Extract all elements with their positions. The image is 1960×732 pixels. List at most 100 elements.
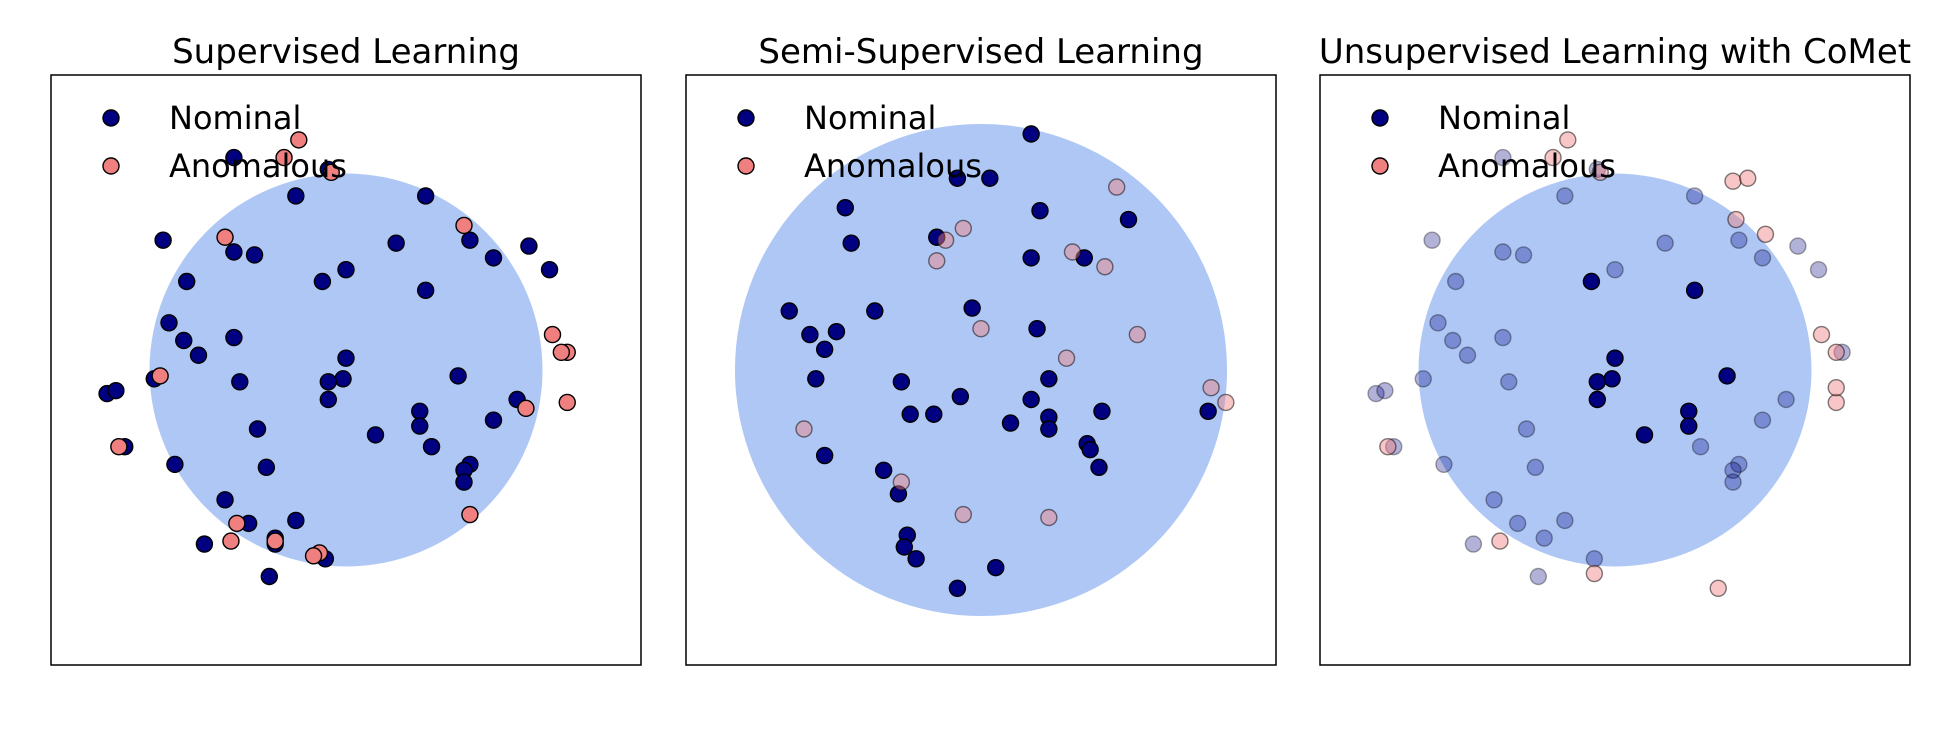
point-nominal-faded bbox=[1691, 438, 1710, 456]
point-nominal bbox=[484, 411, 503, 429]
point-nominal-faded bbox=[1789, 237, 1807, 255]
point-nominal bbox=[107, 381, 125, 400]
point-nominal bbox=[287, 511, 305, 530]
point-nominal-faded bbox=[1777, 390, 1795, 409]
point-nominal bbox=[449, 367, 467, 385]
point-nominal bbox=[815, 340, 834, 359]
point-anomalous bbox=[110, 438, 128, 456]
point-anomalous bbox=[1709, 579, 1727, 597]
point-nominal-faded bbox=[1588, 160, 1607, 179]
point-nominal bbox=[895, 538, 913, 556]
point-nominal bbox=[801, 325, 819, 344]
point-nominal bbox=[411, 417, 429, 435]
legend-marker bbox=[1371, 157, 1389, 175]
point-anomalous bbox=[1202, 379, 1220, 397]
point-nominal-faded bbox=[1529, 567, 1548, 586]
point-nominal bbox=[836, 199, 854, 217]
point-anomalous bbox=[304, 547, 323, 565]
point-nominal-faded bbox=[1464, 535, 1483, 553]
point-nominal bbox=[1093, 402, 1111, 420]
point-nominal bbox=[520, 237, 538, 255]
point-nominal bbox=[951, 387, 970, 406]
panel-supervised: Supervised Learning Nominal Anomalous bbox=[50, 32, 642, 666]
point-nominal bbox=[925, 405, 943, 423]
point-nominal-faded bbox=[1494, 148, 1512, 167]
point-anomalous bbox=[1559, 131, 1577, 149]
point-nominal bbox=[1606, 349, 1624, 367]
plot-area bbox=[734, 123, 1235, 617]
point-nominal bbox=[1718, 367, 1736, 385]
decision-boundary bbox=[1418, 173, 1812, 567]
point-nominal-faded bbox=[1833, 343, 1851, 361]
point-nominal-faded bbox=[1606, 261, 1624, 279]
point-nominal-faded bbox=[1556, 187, 1574, 205]
point-nominal bbox=[1031, 201, 1049, 220]
legend-marker bbox=[102, 109, 120, 127]
point-nominal-faded bbox=[1753, 249, 1772, 267]
point-anomalous bbox=[266, 532, 284, 550]
point-nominal-faded bbox=[1656, 234, 1674, 252]
point-nominal bbox=[1582, 272, 1601, 291]
legend: Nominal Anomalous bbox=[102, 99, 347, 185]
point-nominal bbox=[1588, 373, 1607, 391]
point-nominal bbox=[1680, 417, 1698, 435]
point-nominal bbox=[815, 446, 834, 465]
point-nominal-faded bbox=[1809, 261, 1828, 279]
point-nominal bbox=[337, 349, 355, 367]
point-anomalous bbox=[216, 228, 234, 246]
point-nominal-faded bbox=[1685, 187, 1704, 205]
point-nominal bbox=[387, 234, 405, 252]
point-nominal bbox=[892, 373, 911, 391]
point-nominal bbox=[1119, 210, 1138, 229]
point-nominal bbox=[337, 261, 355, 279]
point-anomalous bbox=[1217, 393, 1235, 412]
point-nominal bbox=[948, 579, 967, 597]
point-nominal bbox=[287, 187, 305, 205]
point-nominal-faded bbox=[1367, 384, 1385, 403]
point-anomalous bbox=[1827, 343, 1845, 361]
point-anomalous bbox=[322, 163, 340, 182]
point-anomalous bbox=[972, 320, 990, 338]
point-nominal bbox=[154, 231, 172, 249]
point-anomalous bbox=[1724, 172, 1742, 190]
point-nominal bbox=[1685, 281, 1704, 300]
point-anomalous bbox=[222, 532, 240, 550]
point-nominal-faded bbox=[1517, 420, 1536, 438]
legend: Nominal Anomalous bbox=[1371, 99, 1616, 185]
legend-marker bbox=[1371, 109, 1389, 127]
point-anomalous bbox=[1040, 508, 1058, 527]
point-anomalous bbox=[1107, 178, 1126, 196]
point-nominal-faded bbox=[1724, 461, 1742, 479]
point-nominal bbox=[160, 314, 178, 332]
decision-boundary bbox=[734, 123, 1228, 617]
point-nominal bbox=[319, 373, 337, 391]
point-anomalous bbox=[228, 514, 246, 533]
point-anomalous bbox=[517, 399, 535, 418]
point-nominal bbox=[1090, 458, 1108, 477]
point-anomalous bbox=[1585, 564, 1604, 583]
point-nominal-faded bbox=[1485, 491, 1503, 509]
point-anomalous bbox=[543, 325, 562, 344]
point-nominal-faded bbox=[1494, 328, 1512, 347]
point-anomalous bbox=[954, 505, 972, 524]
point-anomalous bbox=[1591, 163, 1609, 182]
point-nominal bbox=[455, 473, 473, 491]
point-nominal-faded bbox=[1585, 550, 1604, 568]
point-anomalous bbox=[936, 231, 955, 249]
point-nominal bbox=[248, 420, 267, 438]
point-nominal-faded bbox=[1458, 346, 1477, 364]
point-nominal-faded bbox=[1535, 529, 1553, 547]
point-anomalous bbox=[1827, 393, 1845, 412]
point-nominal-faded bbox=[1444, 331, 1462, 350]
point-anomalous bbox=[275, 148, 293, 167]
point-nominal bbox=[231, 373, 249, 391]
point-nominal bbox=[216, 491, 234, 509]
point-nominal bbox=[416, 281, 435, 300]
point-nominal bbox=[1022, 125, 1040, 143]
legend-label: Anomalous bbox=[169, 147, 347, 185]
point-nominal bbox=[225, 148, 243, 167]
point-nominal bbox=[907, 550, 925, 568]
point-nominal bbox=[963, 299, 981, 317]
point-anomalous bbox=[558, 393, 576, 412]
point-anomalous bbox=[1096, 258, 1114, 276]
